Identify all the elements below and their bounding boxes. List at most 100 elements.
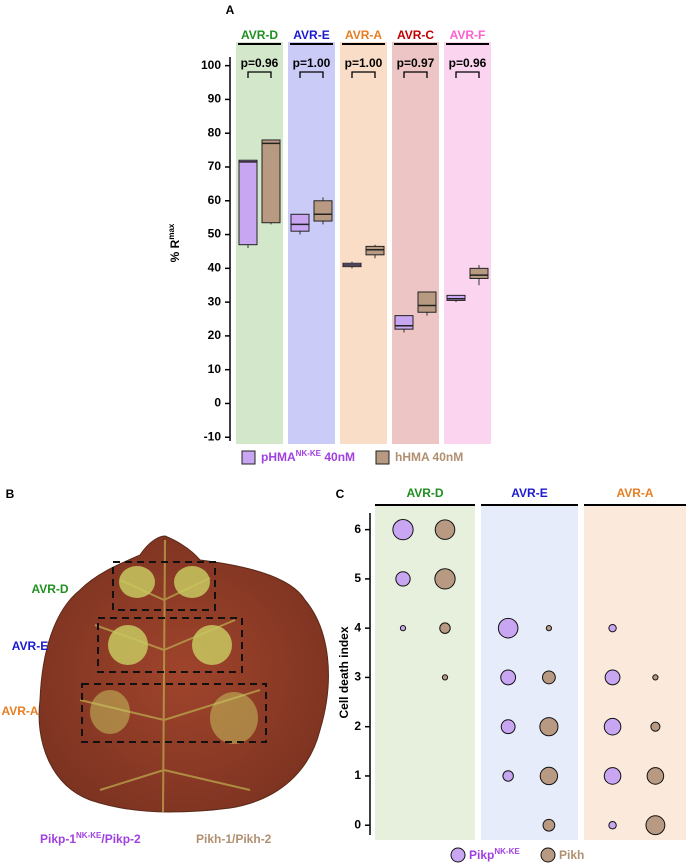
y-tick-label: 20 [208,328,222,342]
bubble [500,669,517,686]
bubble [441,674,449,681]
caption-part: Pikh-1/Pikh-2 [196,832,272,846]
legend-swatch [375,450,390,465]
category-band [481,505,578,840]
box [446,294,466,301]
y-tick-label: 2 [354,719,361,733]
y-tick-label: 50 [208,227,222,241]
bubble [652,674,659,681]
bubble [502,770,514,782]
category-band [584,505,686,840]
bubble [541,670,556,685]
leaf-photo [38,535,329,813]
bubble [500,719,516,735]
category-label: AVR-E [511,486,547,500]
category-band [375,505,475,840]
row-label: AVR-A [1,704,38,718]
y-tick-label: -10 [204,429,222,443]
legend-label-part: Pikh [559,848,584,862]
panel-label: C [336,487,345,501]
y-tick-label: 70 [208,159,222,173]
box [238,159,258,246]
box [417,291,437,313]
p-value: p=1.00 [293,56,331,70]
bubble [439,622,451,634]
y-tick-label: 6 [354,522,361,536]
bubble [603,767,622,785]
p-value: p=1.00 [345,56,383,70]
y-tick-label: 80 [208,125,222,139]
bubble [542,818,556,832]
legend-swatch [241,450,256,465]
bubble [603,717,622,736]
legend-label-part: 40nM [321,450,355,464]
bubble [395,571,411,587]
category-band [340,42,387,444]
panel-label: B [6,487,15,501]
y-tick-label: 3 [354,670,361,684]
row-label: AVR-D [31,582,68,596]
y-tick-label: 100 [201,58,221,72]
y-axis-title: Cell death index [337,626,351,718]
legend-label: hHMA 40nM [395,450,463,464]
bracket [455,71,480,78]
y-tick-label: 0 [354,817,361,831]
caption-part: Pikp-1 [40,832,76,846]
y-tick-label: 10 [208,362,222,376]
y-tick-label: 1 [354,768,361,782]
bubble [392,518,414,541]
panel-label: A [226,3,235,17]
category-label: AVR-F [450,28,486,42]
y-tick-label: 40 [208,261,222,275]
bubble [608,623,617,633]
category-band [288,42,335,444]
legend-label: PikpNK-KE [469,847,520,863]
legend-label-part: NK-KE [296,449,322,458]
bubble [545,625,553,632]
legend-label-part: hHMA 40nM [395,450,463,464]
legend-label-part: Pikp [469,848,494,862]
category-band [392,42,439,444]
bracket [247,71,272,78]
caption: Pikp-1NK-KE/Pikp-2 [40,831,141,847]
y-tick-label: 5 [354,571,361,585]
bubble [539,766,559,786]
p-value: p=0.96 [449,56,487,70]
category-band [444,42,491,444]
box [261,139,281,224]
bubble [645,815,666,836]
y-axis-title-part: % R [168,239,182,262]
box [290,213,310,232]
box [394,315,414,330]
category-label: AVR-C [397,28,434,42]
legend-label-part: pHMA [261,450,296,464]
category-label: AVR-D [241,28,278,42]
y-tick-label: 0 [214,396,221,410]
box [313,200,333,222]
legend-label-part: NK-KE [494,847,520,856]
legend-label: Pikh [559,848,584,862]
y-axis-title-part: max [167,223,176,240]
bubble [650,721,661,732]
caption: Pikh-1/Pikh-2 [196,832,272,846]
bubble [539,717,559,737]
box [469,267,489,279]
bubble [434,568,456,590]
box [365,245,385,256]
legend-swatch [450,847,466,863]
bubble [608,821,617,830]
y-tick-label: 90 [208,92,222,106]
y-tick-label: 30 [208,294,222,308]
bubble [646,767,665,785]
row-label: AVR-E [12,639,48,653]
category-label: AVR-E [293,28,329,42]
bubble [497,617,519,639]
y-tick-label: 60 [208,193,222,207]
y-tick-label: 4 [354,620,361,634]
bubble [399,625,407,632]
category-label: AVR-A [345,28,382,42]
legend-swatch [540,847,556,863]
bracket [351,71,376,78]
bubble [434,519,456,540]
